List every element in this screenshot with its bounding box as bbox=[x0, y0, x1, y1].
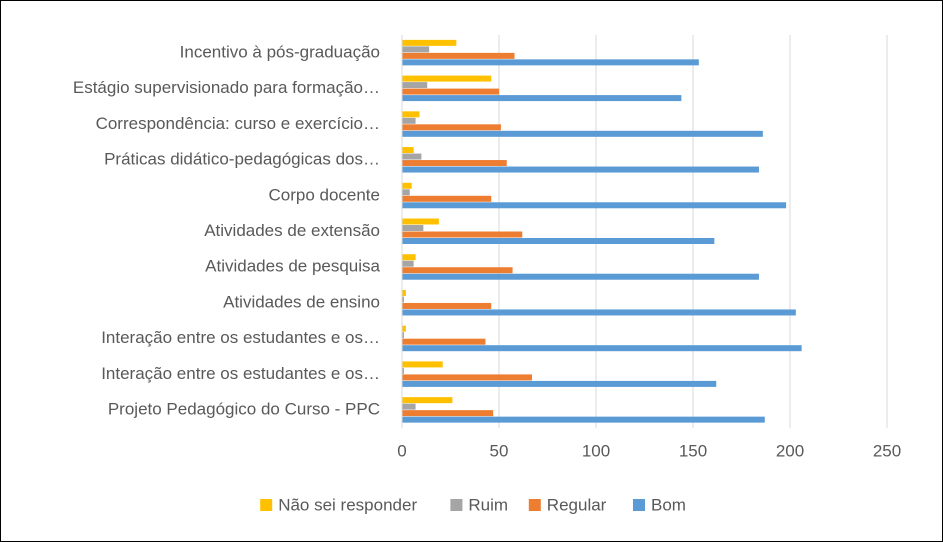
bar bbox=[402, 254, 416, 261]
bar bbox=[402, 111, 420, 118]
bar bbox=[402, 325, 406, 332]
legend-swatch bbox=[260, 499, 273, 511]
bar bbox=[402, 267, 513, 274]
y-tick-label: Projeto Pedagógico do Curso - PPC bbox=[108, 400, 380, 419]
bar bbox=[402, 147, 414, 154]
y-tick-label: Práticas didático-pedagógicas dos… bbox=[104, 150, 380, 169]
bar bbox=[402, 95, 682, 102]
bar bbox=[402, 166, 759, 173]
y-tick-label: Corpo docente bbox=[268, 185, 380, 204]
bar bbox=[402, 416, 765, 423]
bar bbox=[402, 160, 507, 167]
bar bbox=[402, 195, 492, 202]
y-tick-label: Estágio supervisionado para formação… bbox=[73, 78, 380, 97]
bar bbox=[402, 345, 802, 352]
bar bbox=[402, 397, 453, 404]
y-tick-label: Interação entre os estudantes e os… bbox=[101, 328, 380, 347]
bar bbox=[402, 52, 515, 59]
bar bbox=[402, 46, 430, 53]
bar bbox=[402, 403, 416, 410]
y-tick-label: Atividades de pesquisa bbox=[205, 257, 380, 276]
bar bbox=[402, 332, 404, 339]
bar bbox=[402, 289, 406, 296]
y-tick-label: Atividades de extensão bbox=[204, 221, 380, 240]
bar bbox=[402, 124, 501, 131]
legend-label: Não sei responder bbox=[278, 495, 417, 514]
x-tick-label: 250 bbox=[873, 441, 901, 460]
bar bbox=[402, 361, 443, 368]
bar bbox=[402, 130, 763, 137]
x-tick-label: 100 bbox=[582, 441, 610, 460]
bar bbox=[402, 296, 404, 303]
bar bbox=[402, 88, 499, 95]
legend-label: Ruim bbox=[468, 495, 508, 514]
legend-swatch bbox=[633, 499, 645, 511]
x-tick-label: 50 bbox=[490, 441, 509, 460]
y-tick-label: Incentivo à pós-graduação bbox=[180, 42, 380, 61]
bar bbox=[402, 338, 486, 345]
bar bbox=[402, 238, 715, 244]
bar bbox=[402, 273, 759, 280]
legend-label: Bom bbox=[651, 495, 686, 514]
bar bbox=[402, 367, 404, 374]
legend-label: Regular bbox=[547, 495, 607, 514]
bar bbox=[402, 82, 428, 89]
bar bbox=[402, 302, 492, 309]
x-tick-label: 0 bbox=[397, 441, 406, 460]
bar bbox=[402, 309, 796, 316]
bar bbox=[402, 75, 492, 82]
bar bbox=[402, 380, 717, 387]
bar bbox=[402, 231, 523, 238]
bar bbox=[402, 153, 422, 160]
bar bbox=[402, 374, 532, 381]
bar bbox=[402, 202, 787, 209]
x-tick-label: 150 bbox=[679, 441, 707, 460]
bar bbox=[402, 218, 439, 225]
legend-swatch bbox=[450, 499, 463, 511]
bar bbox=[402, 260, 414, 267]
y-tick-label: Correspondência: curso e exercício… bbox=[96, 114, 380, 133]
legend-swatch bbox=[528, 499, 541, 511]
y-tick-label: Interação entre os estudantes e os… bbox=[101, 364, 380, 383]
bar bbox=[402, 39, 457, 46]
y-tick-label: Atividades de ensino bbox=[223, 292, 380, 311]
bar bbox=[402, 182, 412, 189]
bar bbox=[402, 117, 416, 124]
x-tick-label: 200 bbox=[776, 441, 804, 460]
bar bbox=[402, 59, 699, 66]
bar bbox=[402, 225, 424, 231]
bar bbox=[402, 410, 494, 417]
bar bbox=[402, 189, 410, 196]
